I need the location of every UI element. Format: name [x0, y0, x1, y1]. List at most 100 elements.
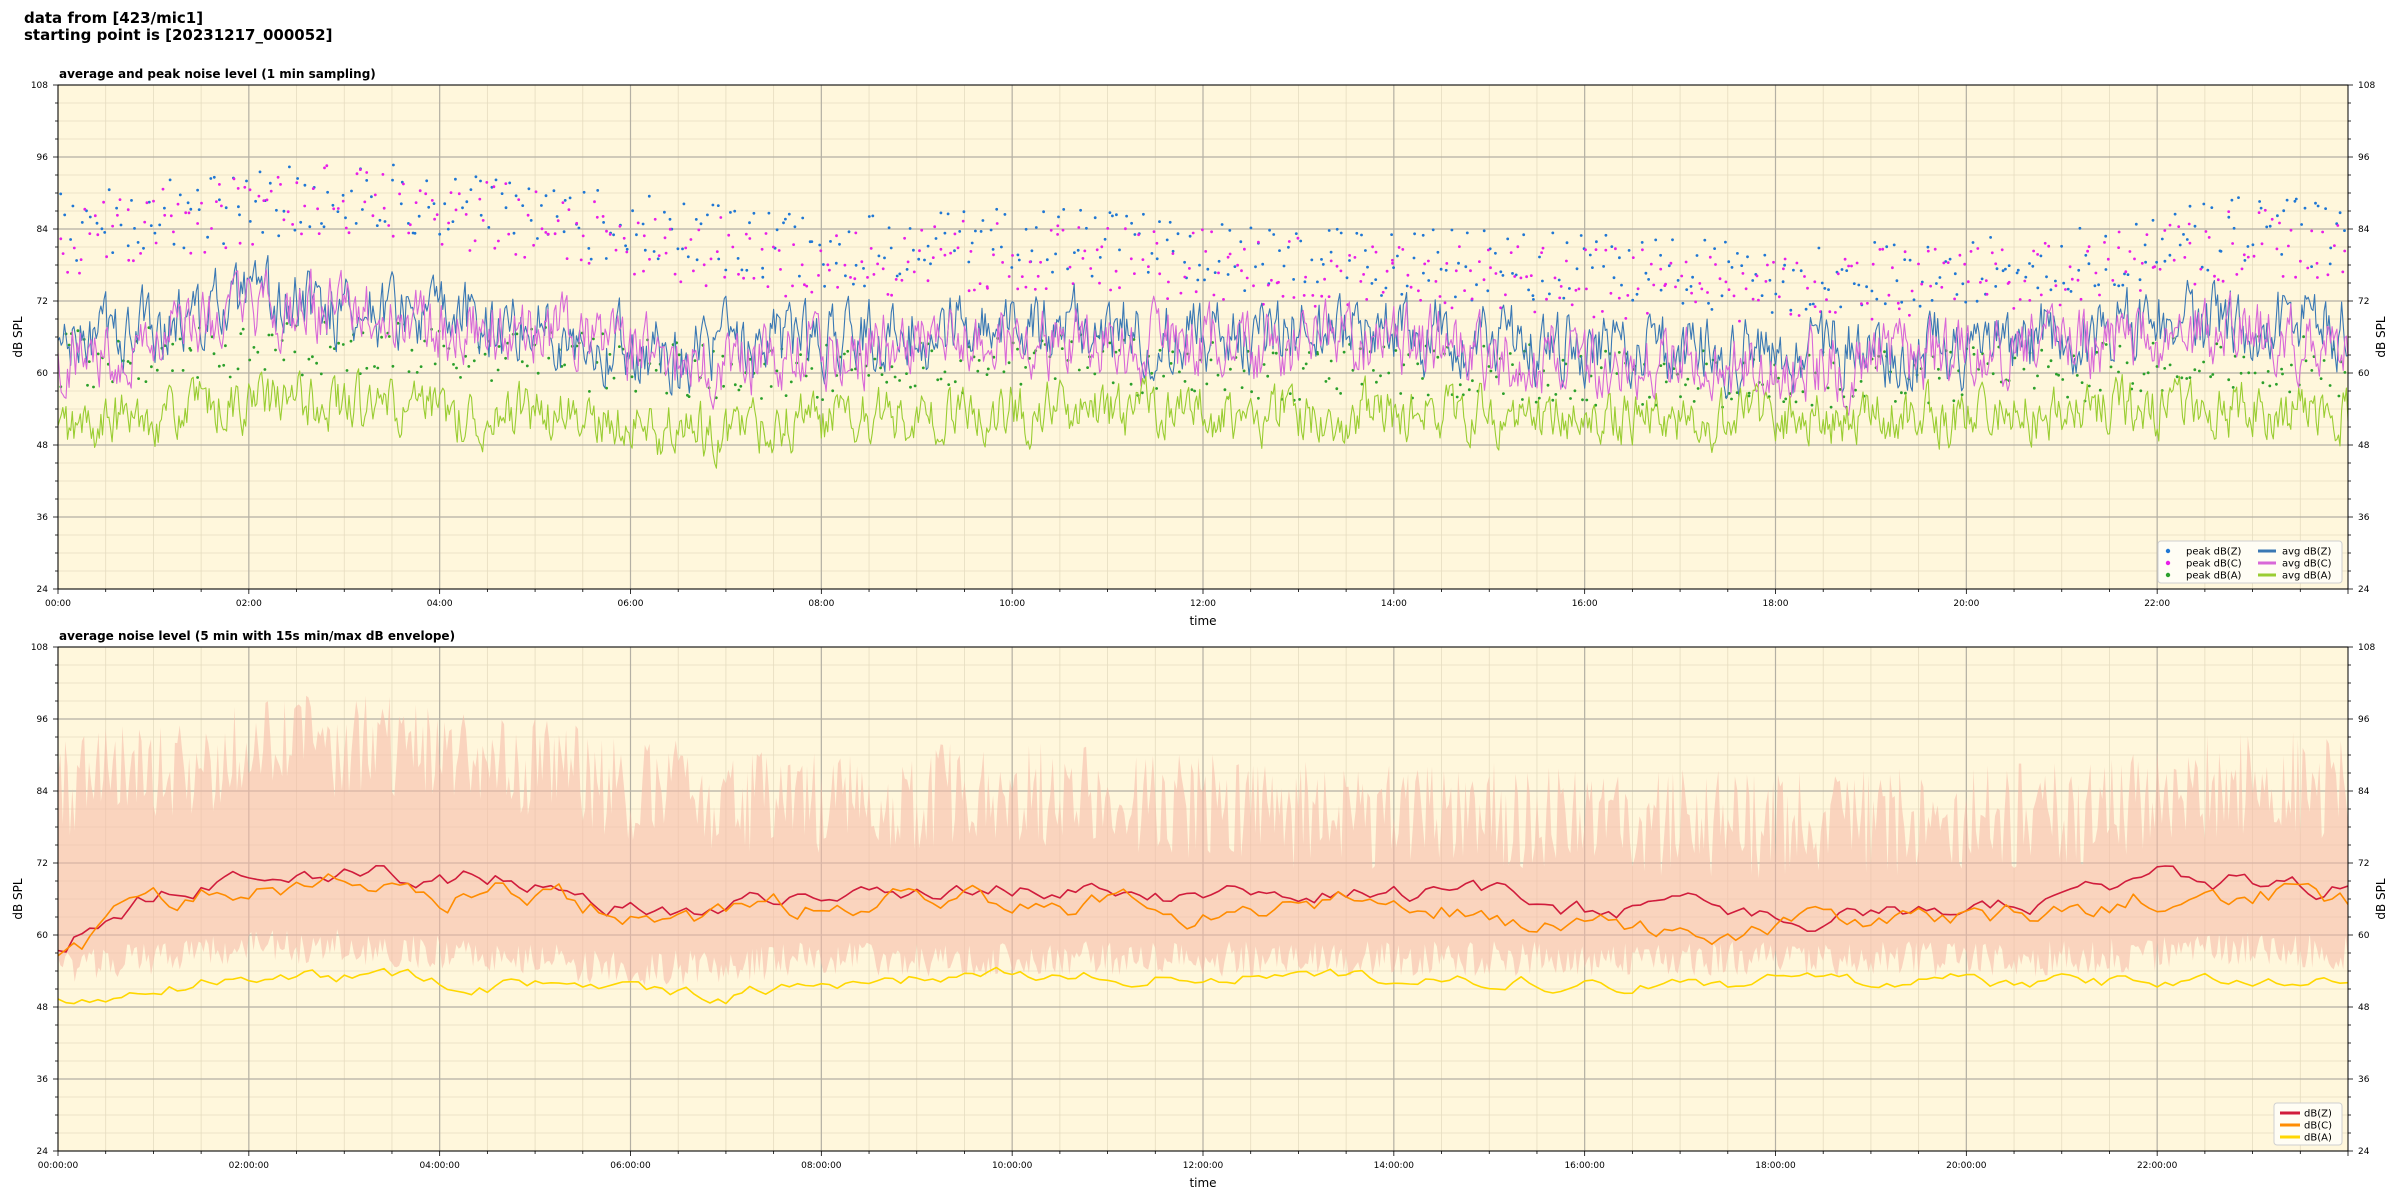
- scatter-point: [88, 215, 92, 219]
- scatter-point: [1076, 248, 1080, 252]
- scatter-point: [2252, 254, 2256, 258]
- scatter-point: [1610, 245, 1614, 249]
- scatter-point: [126, 244, 130, 248]
- scatter-point: [215, 200, 218, 204]
- scatter-point: [1508, 352, 1512, 355]
- scatter-point: [1056, 224, 1060, 228]
- scatter-point: [863, 284, 866, 288]
- scatter-point: [1342, 350, 1346, 354]
- scatter-point: [2285, 198, 2289, 202]
- scatter-point: [552, 189, 556, 193]
- scatter-point: [1667, 264, 1671, 268]
- scatter-point: [2276, 214, 2279, 218]
- y-tick-label: 60: [37, 369, 49, 379]
- y-tick-label: 108: [2358, 643, 2375, 653]
- scatter-point: [782, 221, 785, 225]
- scatter-point: [731, 245, 735, 249]
- scatter-point: [126, 360, 130, 363]
- scatter-point: [1671, 238, 1674, 242]
- scatter-point: [2180, 376, 2184, 380]
- scatter-point: [1339, 269, 1343, 273]
- scatter-point: [1910, 289, 1914, 293]
- scatter-point: [876, 262, 879, 266]
- scatter-point: [1142, 212, 1145, 216]
- scatter-point: [1537, 396, 1541, 400]
- scatter-point: [2080, 381, 2084, 384]
- scatter-point: [1257, 240, 1260, 244]
- scatter-point: [1450, 228, 1454, 232]
- scatter-point: [2070, 277, 2074, 281]
- scatter-point: [1239, 240, 1243, 244]
- legend-marker: [2165, 548, 2171, 554]
- scatter-point: [1450, 306, 1454, 310]
- scatter-point: [1541, 246, 1545, 250]
- scatter-point: [2343, 249, 2347, 253]
- scatter-point: [130, 199, 133, 202]
- scatter-point: [1044, 287, 1048, 290]
- scatter-point: [143, 220, 147, 224]
- scatter-point: [1686, 377, 1690, 381]
- scatter-point: [760, 397, 763, 400]
- scatter-point: [442, 344, 446, 348]
- scatter-point: [252, 346, 256, 349]
- scatter-point: [1141, 258, 1145, 261]
- scatter-point: [1680, 274, 1684, 278]
- scatter-point: [1304, 275, 1307, 279]
- scatter-point: [843, 263, 847, 267]
- scatter-point: [2206, 268, 2210, 272]
- scatter-point: [92, 385, 95, 389]
- scatter-point: [1736, 252, 1739, 255]
- scatter-point: [1559, 285, 1563, 288]
- scatter-point: [2287, 244, 2290, 248]
- scatter-point: [291, 223, 294, 226]
- scatter-point: [337, 341, 340, 345]
- scatter-point: [2024, 275, 2028, 279]
- scatter-point: [561, 201, 565, 205]
- scatter-point: [451, 220, 455, 224]
- scatter-point: [2049, 359, 2053, 363]
- scatter-point: [1188, 267, 1191, 270]
- scatter-point: [1789, 312, 1793, 316]
- scatter-point: [1854, 388, 1857, 392]
- scatter-point: [163, 206, 166, 210]
- scatter-point: [953, 232, 957, 236]
- scatter-point: [748, 237, 752, 240]
- scatter-point: [1266, 374, 1270, 378]
- scatter-point: [2046, 365, 2050, 369]
- scatter-point: [1158, 220, 1161, 224]
- scatter-point: [1179, 291, 1183, 295]
- scatter-point: [605, 386, 608, 390]
- scatter-point: [523, 255, 527, 259]
- scatter-point: [614, 248, 618, 252]
- scatter-point: [810, 290, 814, 294]
- scatter-point: [2280, 253, 2284, 256]
- scatter-point: [1700, 287, 1704, 291]
- scatter-point: [2001, 269, 2005, 273]
- scatter-point: [1592, 315, 1596, 319]
- scatter-point: [88, 232, 92, 236]
- scatter-point: [2039, 254, 2043, 258]
- scatter-point: [1016, 287, 1020, 291]
- scatter-point: [663, 210, 666, 214]
- scatter-point: [319, 372, 323, 376]
- scatter-point: [978, 282, 982, 285]
- scatter-point: [1304, 362, 1308, 366]
- scatter-point: [2185, 238, 2189, 241]
- scatter-point: [78, 271, 81, 275]
- scatter-point: [2036, 374, 2039, 378]
- scatter-point: [764, 232, 768, 235]
- scatter-point: [132, 259, 135, 263]
- scatter-point: [2265, 225, 2269, 229]
- scatter-point: [835, 234, 838, 238]
- scatter-point: [182, 246, 186, 250]
- scatter-point: [1171, 252, 1175, 256]
- scatter-point: [181, 369, 185, 372]
- scatter-point: [1081, 257, 1085, 260]
- scatter-point: [1823, 287, 1827, 290]
- scatter-point: [396, 321, 400, 325]
- scatter-point: [1747, 394, 1751, 398]
- scatter-point: [1329, 359, 1333, 363]
- scatter-point: [2142, 372, 2146, 376]
- scatter-point: [300, 373, 304, 377]
- scatter-point: [1345, 276, 1349, 280]
